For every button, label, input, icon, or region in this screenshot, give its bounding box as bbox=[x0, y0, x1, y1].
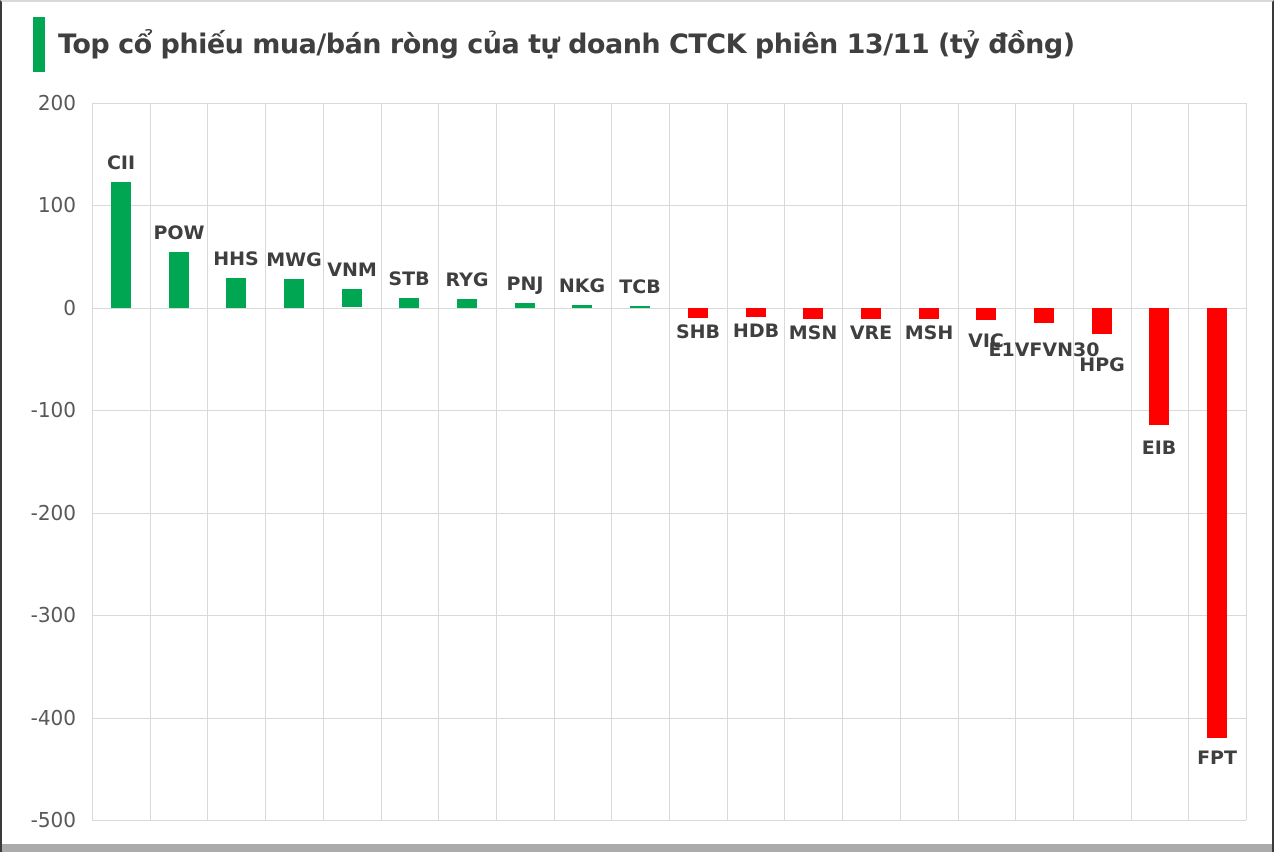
gridline-x-19 bbox=[1188, 103, 1189, 820]
category-label-CII: CII bbox=[106, 152, 136, 174]
category-label-POW: POW bbox=[153, 222, 205, 244]
title-accent-bar bbox=[33, 17, 45, 72]
category-label-HHS: HHS bbox=[213, 248, 259, 270]
bar-FPT bbox=[1207, 308, 1227, 738]
y-axis-tick-0: 0 bbox=[63, 296, 76, 320]
gridline-x-13 bbox=[842, 103, 843, 820]
gridline-x-20 bbox=[1246, 103, 1247, 820]
bar-TCB bbox=[630, 306, 650, 308]
gridline-x-17 bbox=[1073, 103, 1074, 820]
gridline-x-3 bbox=[265, 103, 266, 820]
category-label-NKG: NKG bbox=[558, 275, 606, 297]
category-label-PNJ: PNJ bbox=[506, 273, 544, 295]
category-label-VNM: VNM bbox=[327, 259, 377, 281]
y-axis-tick-200: 200 bbox=[37, 91, 76, 115]
y-axis-tick-100: 100 bbox=[37, 193, 76, 217]
gridline-x-5 bbox=[381, 103, 382, 820]
gridline-x-14 bbox=[900, 103, 901, 820]
bar-MSN bbox=[803, 308, 823, 319]
category-label-SHB: SHB bbox=[675, 321, 721, 343]
category-label-MWG: MWG bbox=[266, 249, 322, 271]
gridline-x-18 bbox=[1131, 103, 1132, 820]
bar-HPG bbox=[1092, 308, 1112, 334]
bar-E1VFVN30 bbox=[1034, 308, 1054, 323]
category-label-MSN: MSN bbox=[788, 322, 838, 344]
category-label-HDB: HDB bbox=[732, 320, 780, 342]
gridline-x-6 bbox=[438, 103, 439, 820]
bar-HDB bbox=[746, 308, 766, 317]
category-label-VRE: VRE bbox=[849, 322, 893, 344]
chart-title: Top cổ phiếu mua/bán ròng của tự doanh C… bbox=[58, 29, 1075, 60]
category-label-MSH: MSH bbox=[904, 322, 954, 344]
category-label-FPT: FPT bbox=[1197, 747, 1237, 769]
bar-STB bbox=[399, 298, 419, 308]
window-bottom-edge bbox=[2, 844, 1272, 852]
bar-VRE bbox=[861, 308, 881, 319]
y-axis-tick--300: -300 bbox=[30, 603, 76, 627]
y-axis-tick--100: -100 bbox=[30, 398, 76, 422]
bar-RYG bbox=[457, 299, 477, 308]
category-label-RYG: RYG bbox=[445, 269, 489, 291]
category-label-STB: STB bbox=[388, 268, 430, 290]
category-label-TCB: TCB bbox=[619, 276, 661, 298]
bar-MWG bbox=[284, 279, 304, 308]
category-label-VIC: VIC bbox=[968, 330, 1004, 352]
gridline-x-9 bbox=[611, 103, 612, 820]
gridline-x-12 bbox=[784, 103, 785, 820]
y-axis-tick--200: -200 bbox=[30, 501, 76, 525]
bar-VNM bbox=[342, 289, 362, 307]
gridline-x-8 bbox=[554, 103, 555, 820]
gridline-x-1 bbox=[150, 103, 151, 820]
gridline-x-11 bbox=[727, 103, 728, 820]
category-label-E1VFVN30: E1VFVN30 bbox=[988, 339, 1100, 361]
gridline-x-7 bbox=[496, 103, 497, 820]
y-axis-tick--500: -500 bbox=[30, 808, 76, 832]
gridline-x-4 bbox=[323, 103, 324, 820]
y-axis-tick--400: -400 bbox=[30, 706, 76, 730]
bar-SHB bbox=[688, 308, 708, 318]
gridline-x-10 bbox=[669, 103, 670, 820]
bar-NKG bbox=[572, 305, 592, 308]
bar-CII bbox=[111, 182, 131, 308]
bar-VIC bbox=[976, 308, 996, 320]
gridline-x-16 bbox=[1015, 103, 1016, 820]
bar-MSH bbox=[919, 308, 939, 319]
gridline-x-2 bbox=[207, 103, 208, 820]
bar-PNJ bbox=[515, 303, 535, 308]
gridline-x-15 bbox=[958, 103, 959, 820]
bar-POW bbox=[169, 252, 189, 308]
gridline-x-0 bbox=[92, 103, 93, 820]
category-label-EIB: EIB bbox=[1141, 437, 1177, 459]
category-label-HPG: HPG bbox=[1079, 354, 1125, 376]
gridline-y--500 bbox=[92, 820, 1246, 821]
bar-EIB bbox=[1149, 308, 1169, 425]
bar-HHS bbox=[226, 278, 246, 308]
